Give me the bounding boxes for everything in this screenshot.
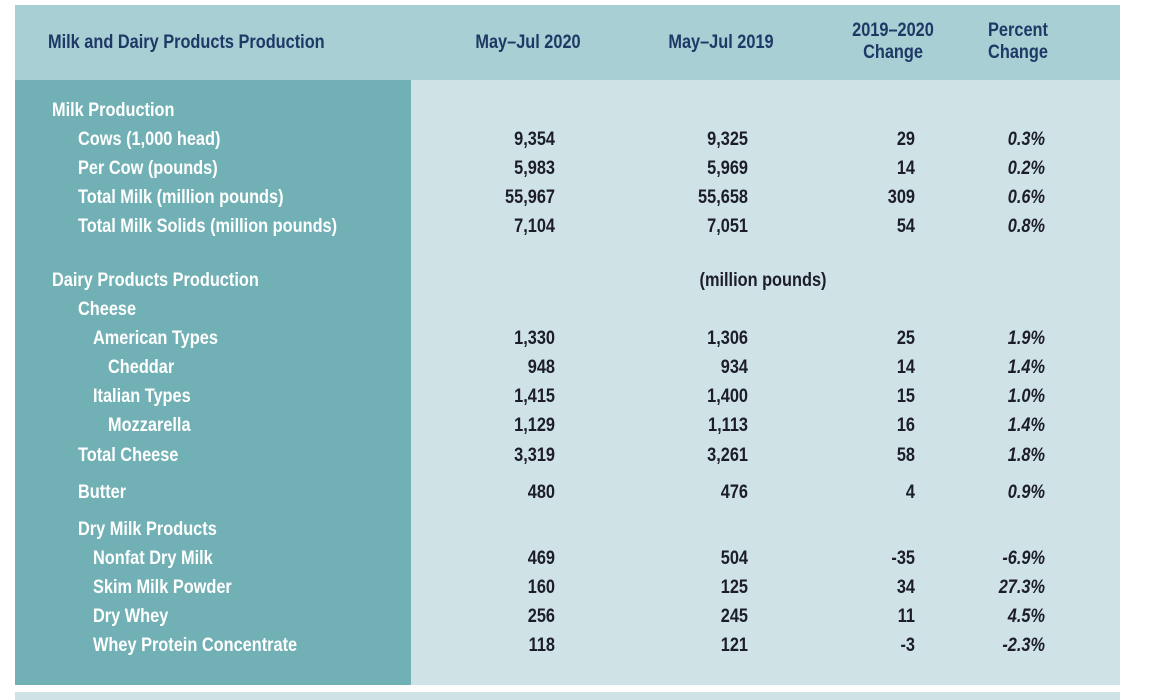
cell: 1,400 xyxy=(707,385,748,406)
row-label: Butter xyxy=(78,481,126,502)
cell: 309 xyxy=(888,186,915,207)
cell: 121 xyxy=(721,634,748,655)
cell: 55,658 xyxy=(698,186,748,207)
cell: -35 xyxy=(891,547,915,568)
cell: 0.9% xyxy=(1008,481,1045,502)
cell: 160 xyxy=(528,576,555,597)
cell: 27.3% xyxy=(998,576,1045,597)
unit-note: (million pounds) xyxy=(700,269,827,290)
row-label: Whey Protein Concentrate xyxy=(93,634,297,655)
cell: 934 xyxy=(721,356,748,377)
cell: 9,354 xyxy=(514,128,555,149)
row-label: Dairy Products Production xyxy=(52,269,259,290)
cell: 1,415 xyxy=(514,385,555,406)
cell: 1.0% xyxy=(1008,385,1045,406)
row-label: American Types xyxy=(93,327,218,348)
cell: 4 xyxy=(906,481,915,502)
row-label: Dry Whey xyxy=(93,605,168,626)
cell: 0.8% xyxy=(1008,215,1045,236)
cell: 5,969 xyxy=(707,157,748,178)
row-label: Total Milk (million pounds) xyxy=(78,186,284,207)
cell: 5,983 xyxy=(514,157,555,178)
column-header: 2019–2020 xyxy=(852,19,934,40)
cell: 54 xyxy=(897,215,915,236)
row-label: Dry Milk Products xyxy=(78,518,217,539)
cell: 29 xyxy=(897,128,915,149)
cell: 245 xyxy=(721,605,748,626)
cell: 504 xyxy=(721,547,748,568)
header-band xyxy=(15,5,1120,80)
cell: 14 xyxy=(897,356,915,377)
row-label: Milk Production xyxy=(52,99,174,120)
column-header: May–Jul 2020 xyxy=(475,31,580,52)
cell: 469 xyxy=(528,547,555,568)
row-label: Total Milk Solids (million pounds) xyxy=(78,215,337,236)
cell: 16 xyxy=(897,414,915,435)
cell: 118 xyxy=(529,634,555,655)
cell: 0.3% xyxy=(1008,128,1045,149)
cell: 1.4% xyxy=(1008,356,1045,377)
row-label: Per Cow (pounds) xyxy=(78,157,218,178)
footer-band xyxy=(15,692,1120,700)
row-label: Mozzarella xyxy=(108,414,191,435)
row-label: Cheddar xyxy=(108,356,174,377)
cell: 11 xyxy=(898,605,915,626)
cell: 256 xyxy=(528,605,555,626)
cell: 476 xyxy=(721,481,748,502)
cell: 1.8% xyxy=(1008,444,1045,465)
row-label: Nonfat Dry Milk xyxy=(93,547,213,568)
cell: 1,113 xyxy=(708,414,748,435)
column-header: Change xyxy=(988,41,1048,62)
cell: 58 xyxy=(897,444,915,465)
body-band xyxy=(411,80,1120,685)
cell: 1.9% xyxy=(1008,327,1045,348)
cell: 1,129 xyxy=(514,414,555,435)
cell: -6.9% xyxy=(1002,547,1045,568)
cell: 1,306 xyxy=(707,327,748,348)
cell: 14 xyxy=(897,157,915,178)
row-label: Cows (1,000 head) xyxy=(78,128,221,149)
cell: 0.6% xyxy=(1008,186,1045,207)
cell: 480 xyxy=(528,481,555,502)
row-label: Italian Types xyxy=(93,385,191,406)
cell: 34 xyxy=(897,576,915,597)
cell: 15 xyxy=(897,385,915,406)
table-title: Milk and Dairy Products Production xyxy=(48,31,325,52)
cell: 1,330 xyxy=(514,327,555,348)
cell: -3 xyxy=(900,634,915,655)
cell: 9,325 xyxy=(707,128,748,149)
row-label: Skim Milk Powder xyxy=(93,576,232,597)
content: Milk and Dairy Products Production May–Ju… xyxy=(48,19,1048,655)
cell: 25 xyxy=(897,327,915,348)
cell: 948 xyxy=(528,356,555,377)
cell: 3,319 xyxy=(514,444,555,465)
label-column xyxy=(15,80,411,685)
cell: -2.3% xyxy=(1002,634,1045,655)
cell: 0.2% xyxy=(1008,157,1045,178)
cell: 3,261 xyxy=(707,444,748,465)
cell: 4.5% xyxy=(1007,605,1045,626)
row-label: Cheese xyxy=(78,298,136,319)
cell: 1.4% xyxy=(1008,414,1045,435)
column-header: May–Jul 2019 xyxy=(668,31,773,52)
cell: 7,104 xyxy=(514,215,555,236)
cell: 125 xyxy=(721,576,748,597)
row-label: Total Cheese xyxy=(78,444,179,465)
cell: 7,051 xyxy=(707,215,748,236)
cell: 55,967 xyxy=(505,186,555,207)
column-header: Percent xyxy=(988,19,1048,40)
column-header: Change xyxy=(863,41,923,62)
